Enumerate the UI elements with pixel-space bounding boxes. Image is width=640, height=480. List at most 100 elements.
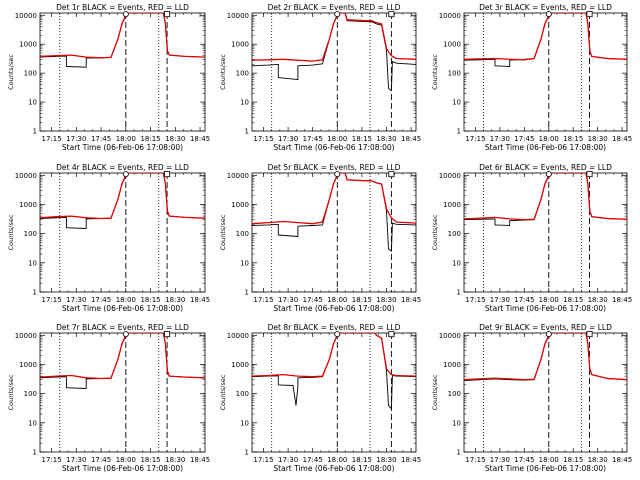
x-tick-label: 18:00 (116, 456, 136, 464)
x-tick-label: 17:30 (66, 296, 86, 304)
y-tick-label: 10 (28, 419, 37, 427)
x-tick-label: 18:45 (612, 135, 632, 143)
x-tick-label: 17:15 (465, 456, 485, 464)
circle-marker (545, 171, 552, 178)
panel-det-5: Det 5r BLACK = Events, RED = LLD 1 10 100 10… (219, 163, 421, 313)
square-marker (164, 171, 171, 178)
x-tick-label: 17:45 (303, 456, 323, 464)
panel-title: Det 5r BLACK = Events, RED = LLD (268, 163, 401, 172)
y-axis-label: Counts/sec (219, 54, 227, 90)
y-axis-label: Counts/sec (219, 374, 227, 410)
x-tick-label: 17:45 (303, 296, 323, 304)
events-series-line (464, 333, 627, 382)
x-tick-label: 18:15 (352, 456, 372, 464)
x-tick-label: 18:00 (327, 296, 347, 304)
x-tick-label: 17:15 (253, 135, 273, 143)
y-tick-label: 10000 (439, 12, 461, 20)
panel-title: Det 2r BLACK = Events, RED = LLD (268, 3, 401, 12)
y-tick-label: 10 (452, 419, 461, 427)
y-tick-label: 100 (236, 70, 249, 78)
y-tick-label: 100 (24, 70, 37, 78)
x-tick-label: 18:00 (327, 135, 347, 143)
circle-marker (334, 331, 341, 338)
series-group (40, 173, 205, 229)
x-tick-label: 17:30 (278, 296, 298, 304)
x-tick-label: 18:45 (401, 135, 421, 143)
panel-title: Det 4r BLACK = Events, RED = LLD (56, 163, 189, 172)
y-tick-label: 1000 (443, 41, 461, 49)
x-tick-label: 17:30 (278, 135, 298, 143)
x-axis-label: Start Time (06-Feb-06 17:08:00) (62, 464, 183, 473)
y-tick-label: 1 (457, 289, 461, 297)
x-axis-label: Start Time (06-Feb-06 17:08:00) (62, 143, 183, 152)
x-tick-label: 18:30 (376, 456, 396, 464)
x-tick-label: 18:00 (116, 135, 136, 143)
y-tick-label: 10 (240, 419, 249, 427)
x-tick-label: 18:00 (539, 135, 559, 143)
x-tick-label: 18:30 (376, 296, 396, 304)
x-tick-label: 18:30 (165, 456, 185, 464)
panel-title: Det 1r BLACK = Events, RED = LLD (56, 3, 189, 12)
x-axis-label: Start Time (06-Feb-06 17:08:00) (273, 143, 394, 152)
x-tick-label: 18:00 (327, 456, 347, 464)
x-tick-label: 18:00 (116, 296, 136, 304)
x-tick-label: 18:30 (588, 456, 608, 464)
y-tick-label: 1 (245, 449, 249, 457)
square-marker (388, 11, 395, 18)
lld-series-line (252, 173, 416, 225)
y-tick-label: 10000 (15, 172, 37, 180)
events-series-line (252, 173, 416, 252)
panel-det-9: Det 9r BLACK = Events, RED = LLD 1 10 100 10… (431, 323, 632, 473)
x-tick-label: 18:15 (140, 456, 160, 464)
y-tick-label: 1000 (231, 361, 249, 369)
y-tick-label: 10000 (439, 172, 461, 180)
y-tick-label: 100 (236, 230, 249, 238)
y-tick-label: 10 (452, 99, 461, 107)
x-tick-label: 17:15 (41, 135, 61, 143)
y-tick-label: 1000 (19, 361, 37, 369)
y-tick-label: 100 (236, 390, 249, 398)
y-tick-label: 1 (33, 128, 37, 136)
x-tick-label: 18:15 (563, 135, 583, 143)
y-tick-label: 100 (448, 390, 461, 398)
y-axis-label: Counts/sec (7, 214, 15, 250)
panel-title: Det 3r BLACK = Events, RED = LLD (479, 3, 612, 12)
series-group (40, 13, 205, 68)
plot-frame (39, 12, 206, 132)
y-axis-label: Counts/sec (431, 214, 439, 250)
x-tick-label: 17:30 (490, 456, 510, 464)
y-tick-label: 1000 (231, 201, 249, 209)
x-tick-label: 17:45 (514, 456, 534, 464)
x-tick-label: 17:30 (66, 135, 86, 143)
plot-frame (463, 332, 628, 453)
y-axis-label: Counts/sec (431, 374, 439, 410)
x-tick-label: 17:30 (490, 296, 510, 304)
x-tick-label: 18:15 (563, 296, 583, 304)
x-tick-label: 17:30 (490, 135, 510, 143)
x-tick-label: 17:15 (41, 456, 61, 464)
x-axis-label: Start Time (06-Feb-06 17:08:00) (62, 304, 183, 313)
lld-series-line (40, 333, 205, 380)
x-tick-label: 18:15 (140, 135, 160, 143)
events-series-line (252, 13, 416, 92)
x-axis-label: Start Time (06-Feb-06 17:08:00) (273, 304, 394, 313)
panel-det-6: Det 6r BLACK = Events, RED = LLD 1 10 100 10… (431, 163, 632, 313)
y-tick-label: 10 (240, 259, 249, 267)
circle-marker (122, 331, 129, 338)
circle-marker (122, 11, 129, 18)
y-tick-label: 100 (448, 70, 461, 78)
x-tick-label: 17:15 (253, 456, 273, 464)
y-axis-label: Counts/sec (219, 214, 227, 250)
panel-det-2: Det 2r BLACK = Events, RED = LLD 1 10 100 10… (219, 3, 421, 152)
x-tick-label: 18:30 (376, 135, 396, 143)
lld-series-line (40, 13, 205, 59)
x-tick-label: 18:00 (539, 456, 559, 464)
series-group (464, 13, 627, 67)
panel-title: Det 9r BLACK = Events, RED = LLD (479, 323, 612, 332)
x-tick-label: 17:45 (91, 135, 111, 143)
y-tick-label: 1000 (19, 41, 37, 49)
plot-frame (463, 172, 628, 293)
panel-det-3: Det 3r BLACK = Events, RED = LLD 1 10 100 10… (431, 3, 632, 152)
plot-frame (463, 12, 628, 132)
series-group (40, 333, 205, 389)
